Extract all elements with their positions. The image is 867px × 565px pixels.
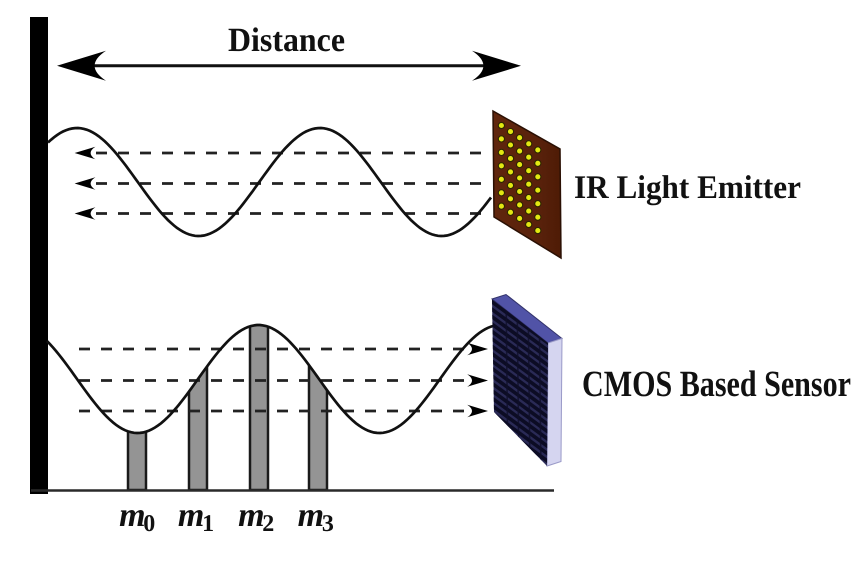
svg-text:2: 2: [262, 511, 274, 537]
svg-text:m: m: [119, 497, 145, 534]
svg-text:m: m: [238, 497, 264, 534]
svg-text:m: m: [178, 497, 204, 534]
svg-text:0: 0: [143, 511, 155, 537]
svg-text:1: 1: [202, 511, 214, 537]
svg-text:3: 3: [322, 511, 334, 537]
svg-text:m: m: [298, 497, 324, 534]
svg-text:IR Light Emitter: IR Light Emitter: [574, 170, 801, 206]
svg-text:Distance: Distance: [228, 22, 345, 59]
svg-text:CMOS Based Sensor: CMOS Based Sensor: [582, 364, 851, 405]
